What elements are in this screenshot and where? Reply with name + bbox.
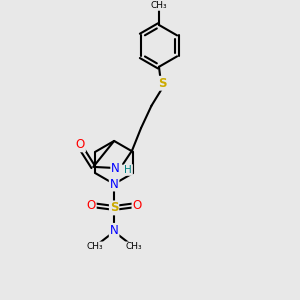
Text: N: N [111, 162, 120, 175]
Text: CH₃: CH₃ [86, 242, 103, 251]
Text: CH₃: CH₃ [125, 242, 142, 251]
Text: O: O [76, 138, 85, 151]
Text: S: S [110, 201, 118, 214]
Text: CH₃: CH₃ [151, 1, 167, 10]
Text: S: S [158, 77, 166, 90]
Text: H: H [124, 165, 132, 175]
Text: O: O [133, 199, 142, 212]
Text: O: O [86, 199, 96, 212]
Text: N: N [110, 224, 118, 237]
Text: N: N [110, 178, 118, 190]
